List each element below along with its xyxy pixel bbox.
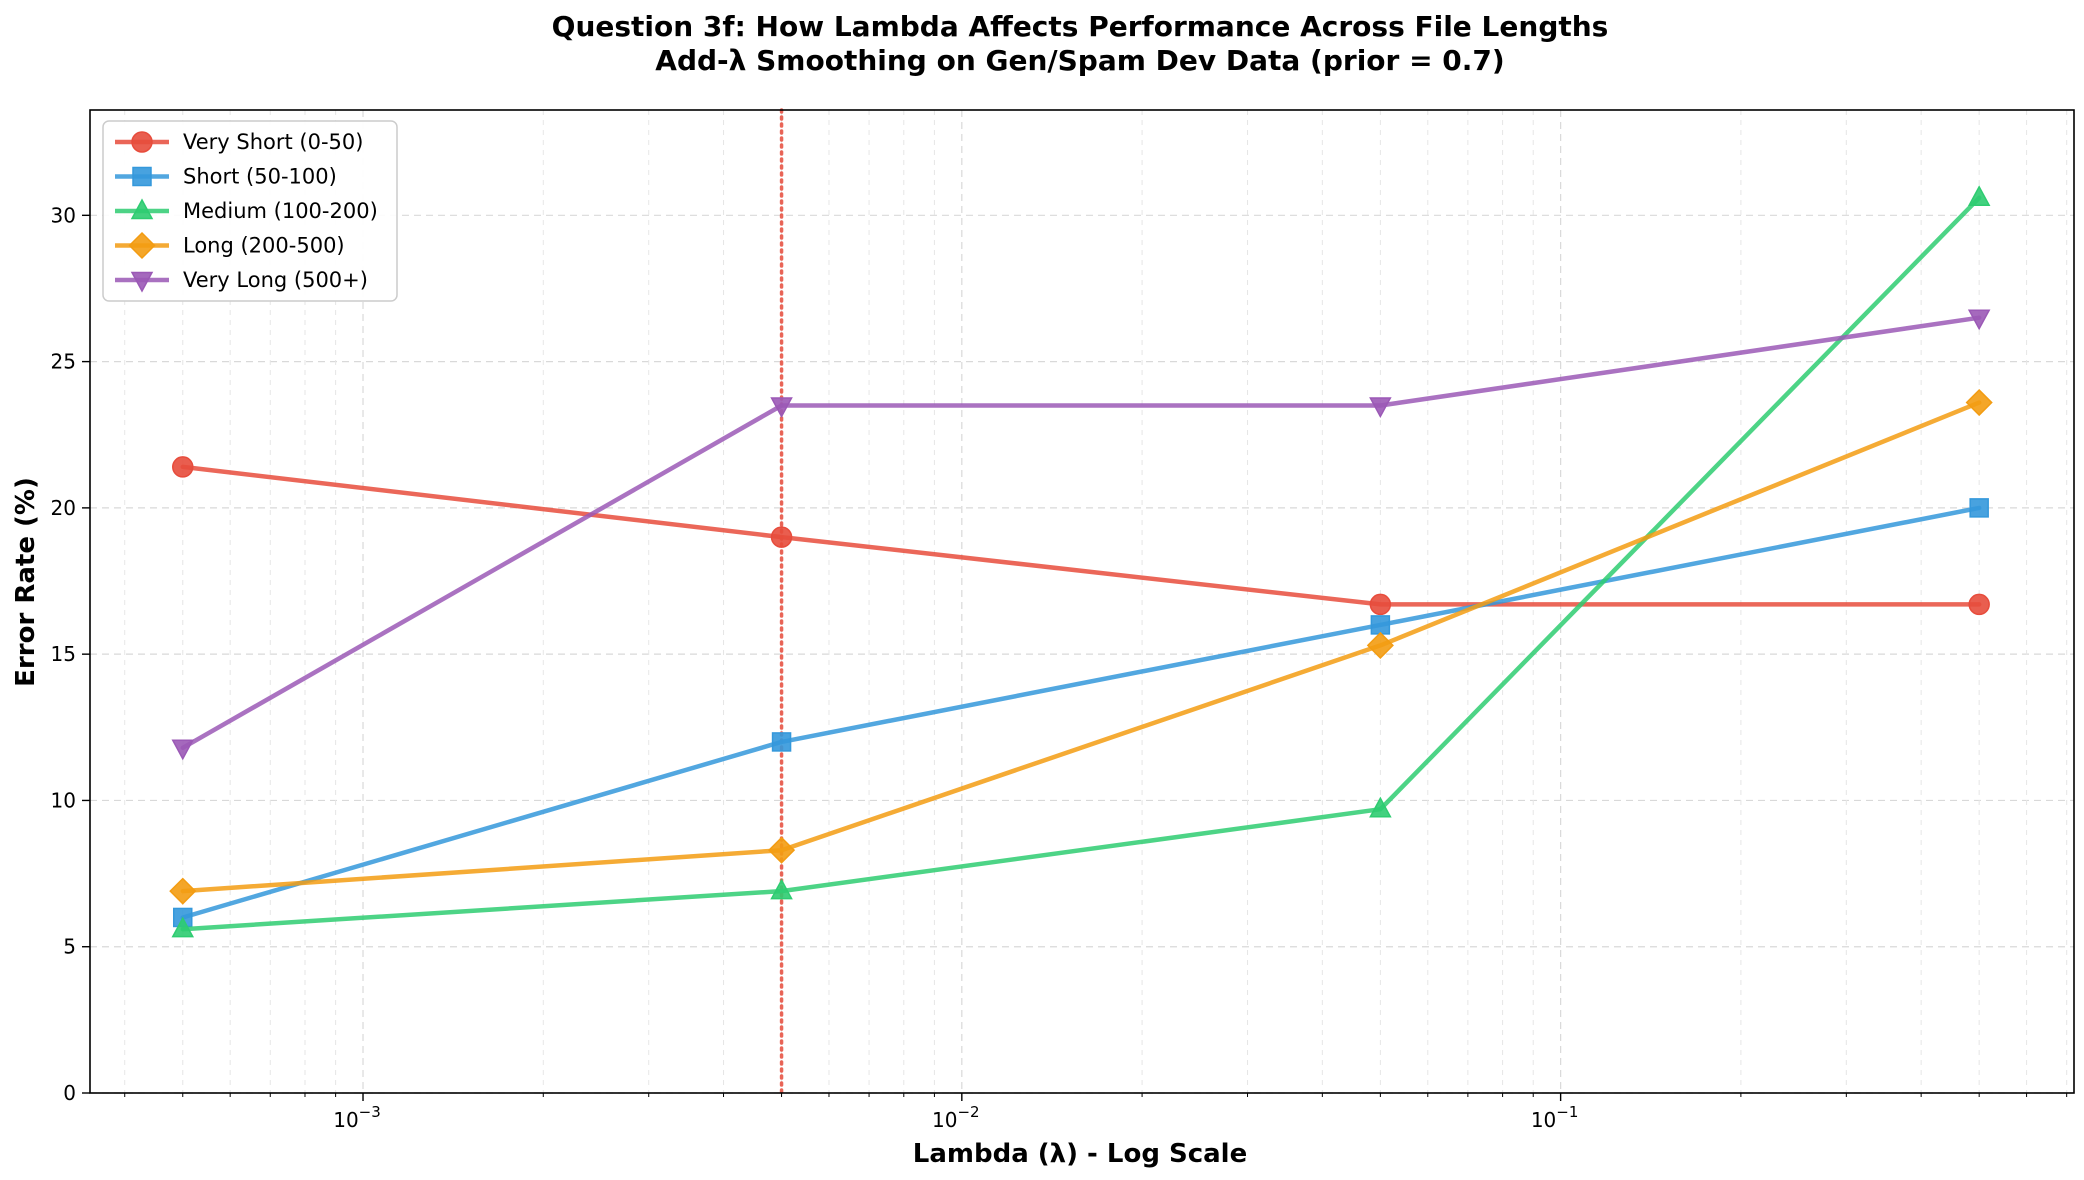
series-line (180, 315, 1982, 751)
legend-label: Medium (100-200) (183, 199, 378, 223)
legend-label: Long (200-500) (183, 234, 345, 258)
legend-label: Short (50-100) (183, 165, 337, 189)
marker-triangle-up (130, 198, 154, 220)
x-tick-label: 10−1 (1531, 1103, 1579, 1132)
series-very-short-0-50 (172, 456, 1990, 616)
marker-triangle-down (1369, 397, 1392, 419)
marker-diamond (169, 877, 197, 905)
chart-title: Question 3f: How Lambda Affects Performa… (552, 10, 1609, 43)
marker-square (132, 166, 152, 187)
legend-entry: Very Short (0-50) (115, 130, 363, 154)
marker-triangle-up (171, 916, 195, 938)
legend-label: Very Short (0-50) (183, 130, 363, 154)
marker-diamond (1965, 388, 1993, 417)
marker-circle (1968, 593, 1990, 616)
series-very-long-500 (171, 309, 1991, 761)
marker-diamond (1366, 631, 1394, 659)
marker-triangle-up (1967, 185, 1991, 207)
marker-triangle-down (130, 271, 154, 293)
axis-layer: 0 5 10 15 20 25 30 10−3 10−2 10−1 (51, 203, 2068, 1132)
marker-triangle-up (770, 878, 793, 900)
y-tick-label: 10 (51, 788, 76, 812)
marker-diamond (128, 231, 156, 260)
series-medium-100-200 (171, 185, 1991, 938)
marker-triangle-down (770, 397, 793, 419)
marker-square (1370, 615, 1391, 635)
legend: Very Short (0-50) Short (50-100) Medium (1… (102, 120, 398, 302)
legend-label: Very Long (500+) (183, 268, 368, 292)
y-tick-label: 30 (51, 203, 76, 227)
x-tick-label: 10−3 (333, 1103, 381, 1132)
series-line (180, 505, 1982, 920)
series-long-200-500 (169, 388, 1993, 905)
marker-circle (1369, 593, 1392, 616)
legend-entry: Medium (100-200) (115, 198, 378, 223)
marker-triangle-down (1967, 309, 1991, 331)
y-tick-label: 20 (51, 496, 76, 520)
marker-square (771, 732, 792, 752)
plot-frame (89, 109, 2075, 1094)
series-line (180, 195, 1982, 932)
x-axis-label: Lambda (λ) - Log Scale (913, 1139, 1247, 1169)
legend-box (102, 120, 398, 302)
series-line (180, 400, 1982, 894)
marker-triangle-up (1369, 796, 1392, 818)
marker-square (1969, 498, 1989, 518)
series-layer (169, 185, 1993, 938)
marker-diamond (768, 836, 796, 864)
legend-entry: Very Long (500+) (115, 268, 368, 293)
y-tick-label: 15 (51, 642, 76, 666)
legend-entry: Short (50-100) (115, 165, 337, 189)
y-tick-label: 25 (51, 350, 76, 374)
y-axis-label: Error Rate (%) (11, 477, 41, 687)
y-tick-label: 0 (63, 1081, 76, 1105)
x-tick-label: 10−2 (932, 1103, 980, 1132)
series-short-50-100 (173, 498, 1989, 928)
marker-triangle-down (171, 739, 195, 761)
y-tick-label: 5 (63, 935, 76, 959)
chart-subtitle: Add-λ Smoothing on Gen/Spam Dev Data (pr… (655, 44, 1504, 77)
marker-circle (131, 131, 153, 153)
marker-circle (770, 526, 793, 548)
marker-circle (172, 456, 194, 478)
legend-entry: Long (200-500) (115, 231, 345, 260)
series-line (180, 464, 1982, 607)
